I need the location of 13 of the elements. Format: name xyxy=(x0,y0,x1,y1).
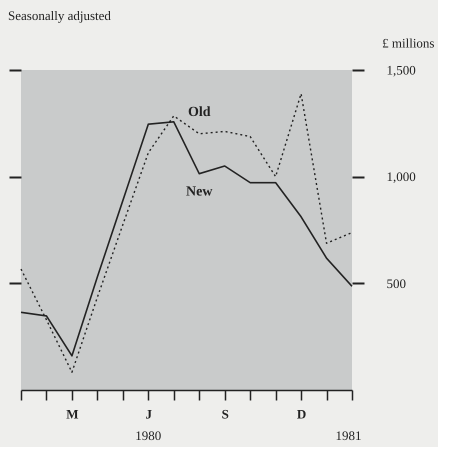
y-axis-title: £ millions xyxy=(382,36,434,50)
series-label: Old xyxy=(188,104,211,120)
x-tick-label: J xyxy=(146,406,153,422)
x-tick-label: M xyxy=(66,406,79,422)
chart-title: Seasonally adjusted xyxy=(8,8,112,23)
text: 1980 xyxy=(135,428,162,443)
series-label: New xyxy=(186,184,214,200)
y-tick-label: 1,000 xyxy=(386,169,416,184)
x-tick-label: S xyxy=(222,406,229,422)
x-tick-label: D xyxy=(296,406,306,422)
y-tick-label: 500 xyxy=(386,276,406,291)
y-tick-label: 1,500 xyxy=(386,62,416,78)
text: 1981 xyxy=(336,428,362,443)
